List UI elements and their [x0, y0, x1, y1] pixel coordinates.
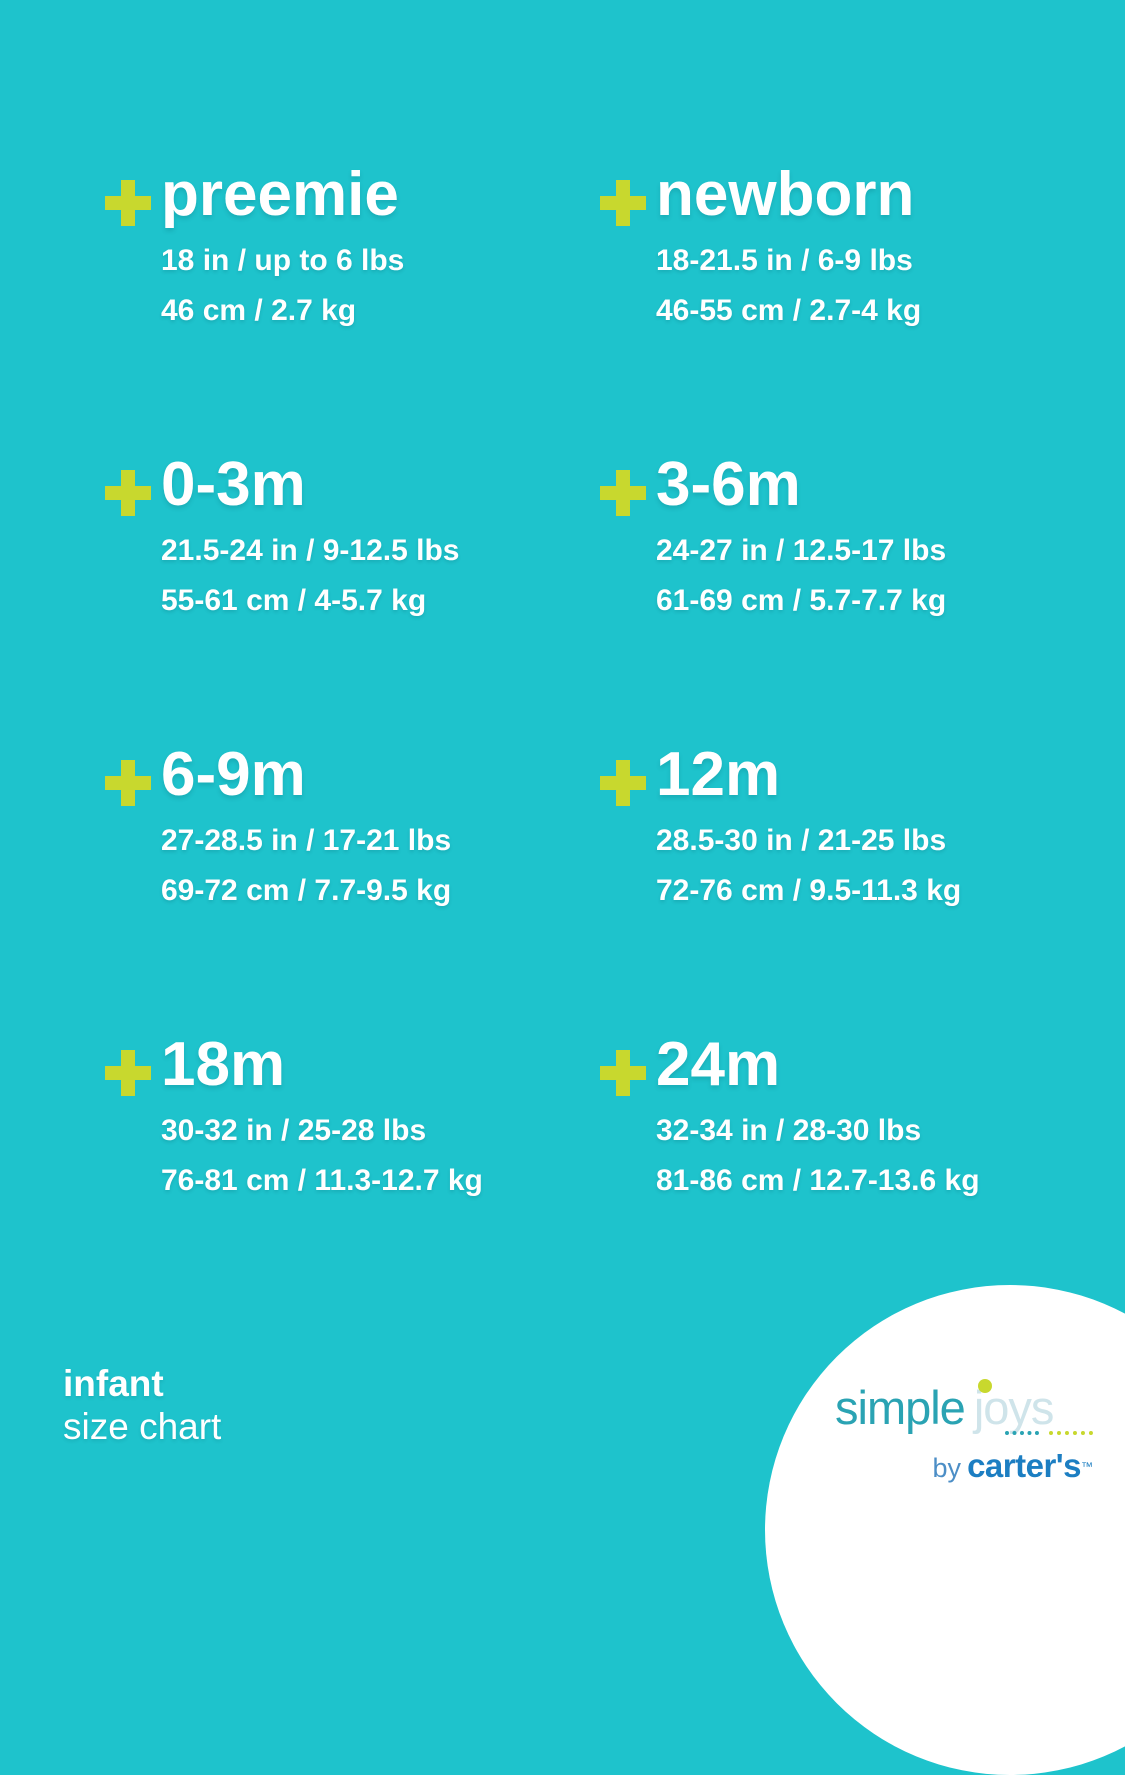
size-details: 28.5-30 in / 21-25 lbs 72-76 cm / 9.5-11… — [656, 816, 961, 916]
size-name: 3-6m — [656, 450, 801, 519]
size-imperial: 18-21.5 in / 6-9 lbs — [656, 244, 913, 277]
size-name: 24m — [656, 1030, 781, 1099]
plus-icon — [600, 470, 646, 516]
size-name: 18m — [161, 1030, 286, 1099]
brand-circle — [765, 1285, 1125, 1775]
size-metric: 76-81 cm / 11.3-12.7 kg — [161, 1164, 483, 1197]
size-item-24m: 24m 32-34 in / 28-30 lbs 81-86 cm / 12.7… — [600, 1030, 1095, 1320]
plus-icon — [105, 1050, 151, 1096]
size-item-content: 6-9m 27-28.5 in / 17-21 lbs 69-72 cm / 7… — [161, 740, 451, 916]
size-metric: 81-86 cm / 12.7-13.6 kg — [656, 1164, 980, 1197]
size-item-content: 3-6m 24-27 in / 12.5-17 lbs 61-69 cm / 5… — [656, 450, 946, 626]
size-item-18m: 18m 30-32 in / 25-28 lbs 76-81 cm / 11.3… — [105, 1030, 600, 1320]
logo-word-by: by — [932, 1453, 962, 1483]
brand-logo: simple joys by carter's™ — [835, 1379, 1093, 1485]
size-metric: 69-72 cm / 7.7-9.5 kg — [161, 874, 452, 907]
size-item-content: 24m 32-34 in / 28-30 lbs 81-86 cm / 12.7… — [656, 1030, 980, 1206]
plus-icon — [600, 760, 646, 806]
size-details: 18 in / up to 6 lbs 46 cm / 2.7 kg — [161, 236, 404, 336]
size-item-content: 12m 28.5-30 in / 21-25 lbs 72-76 cm / 9.… — [656, 740, 961, 916]
size-imperial: 21.5-24 in / 9-12.5 lbs — [161, 534, 460, 567]
chart-title-category: infant — [63, 1363, 164, 1404]
plus-icon — [105, 180, 151, 226]
size-metric: 72-76 cm / 9.5-11.3 kg — [656, 874, 962, 907]
logo-word-simple: simple — [835, 1381, 966, 1434]
size-name: preemie — [161, 160, 399, 229]
size-item-content: 0-3m 21.5-24 in / 9-12.5 lbs 55-61 cm / … — [161, 450, 460, 626]
size-details: 27-28.5 in / 17-21 lbs 69-72 cm / 7.7-9.… — [161, 816, 451, 916]
size-imperial: 24-27 in / 12.5-17 lbs — [656, 534, 947, 567]
j-dot-icon — [978, 1379, 992, 1393]
size-imperial: 18 in / up to 6 lbs — [161, 244, 405, 277]
yellow-dots-decoration — [1049, 1431, 1093, 1435]
size-details: 32-34 in / 28-30 lbs 81-86 cm / 12.7-13.… — [656, 1106, 980, 1206]
size-imperial: 27-28.5 in / 17-21 lbs — [161, 824, 452, 857]
size-item-3-6m: 3-6m 24-27 in / 12.5-17 lbs 61-69 cm / 5… — [600, 450, 1095, 740]
size-details: 21.5-24 in / 9-12.5 lbs 55-61 cm / 4-5.7… — [161, 526, 460, 626]
size-name: 0-3m — [161, 450, 306, 519]
plus-icon — [600, 180, 646, 226]
size-metric: 46-55 cm / 2.7-4 kg — [656, 294, 922, 327]
size-metric: 55-61 cm / 4-5.7 kg — [161, 584, 427, 617]
logo-by-carters: by carter's™ — [835, 1447, 1093, 1485]
size-details: 18-21.5 in / 6-9 lbs 46-55 cm / 2.7-4 kg — [656, 236, 921, 336]
plus-icon — [600, 1050, 646, 1096]
size-name: 6-9m — [161, 740, 306, 809]
size-name: 12m — [656, 740, 781, 809]
chart-title-sub: size chart — [63, 1406, 222, 1447]
size-imperial: 28.5-30 in / 21-25 lbs — [656, 824, 947, 857]
size-item-0-3m: 0-3m 21.5-24 in / 9-12.5 lbs 55-61 cm / … — [105, 450, 600, 740]
size-item-content: preemie 18 in / up to 6 lbs 46 cm / 2.7 … — [161, 160, 404, 336]
size-imperial: 30-32 in / 25-28 lbs — [161, 1114, 427, 1147]
size-item-12m: 12m 28.5-30 in / 21-25 lbs 72-76 cm / 9.… — [600, 740, 1095, 1030]
size-item-preemie: preemie 18 in / up to 6 lbs 46 cm / 2.7 … — [105, 160, 600, 450]
size-name: newborn — [656, 160, 915, 229]
teal-dots-decoration — [1005, 1431, 1039, 1435]
size-item-newborn: newborn 18-21.5 in / 6-9 lbs 46-55 cm / … — [600, 160, 1095, 450]
size-metric: 61-69 cm / 5.7-7.7 kg — [656, 584, 947, 617]
plus-icon — [105, 760, 151, 806]
size-item-6-9m: 6-9m 27-28.5 in / 17-21 lbs 69-72 cm / 7… — [105, 740, 600, 1030]
logo-word-carters: carter's — [967, 1447, 1081, 1484]
size-grid: preemie 18 in / up to 6 lbs 46 cm / 2.7 … — [105, 160, 1095, 1320]
size-imperial: 32-34 in / 28-30 lbs — [656, 1114, 922, 1147]
size-item-content: 18m 30-32 in / 25-28 lbs 76-81 cm / 11.3… — [161, 1030, 483, 1206]
size-item-content: newborn 18-21.5 in / 6-9 lbs 46-55 cm / … — [656, 160, 921, 336]
size-details: 24-27 in / 12.5-17 lbs 61-69 cm / 5.7-7.… — [656, 526, 946, 626]
logo-simple-joys: simple joys — [835, 1379, 1093, 1435]
size-metric: 46 cm / 2.7 kg — [161, 294, 357, 327]
chart-title: infant size chart — [63, 1362, 221, 1448]
size-details: 30-32 in / 25-28 lbs 76-81 cm / 11.3-12.… — [161, 1106, 483, 1206]
plus-icon — [105, 470, 151, 516]
trademark-symbol: ™ — [1081, 1459, 1093, 1474]
